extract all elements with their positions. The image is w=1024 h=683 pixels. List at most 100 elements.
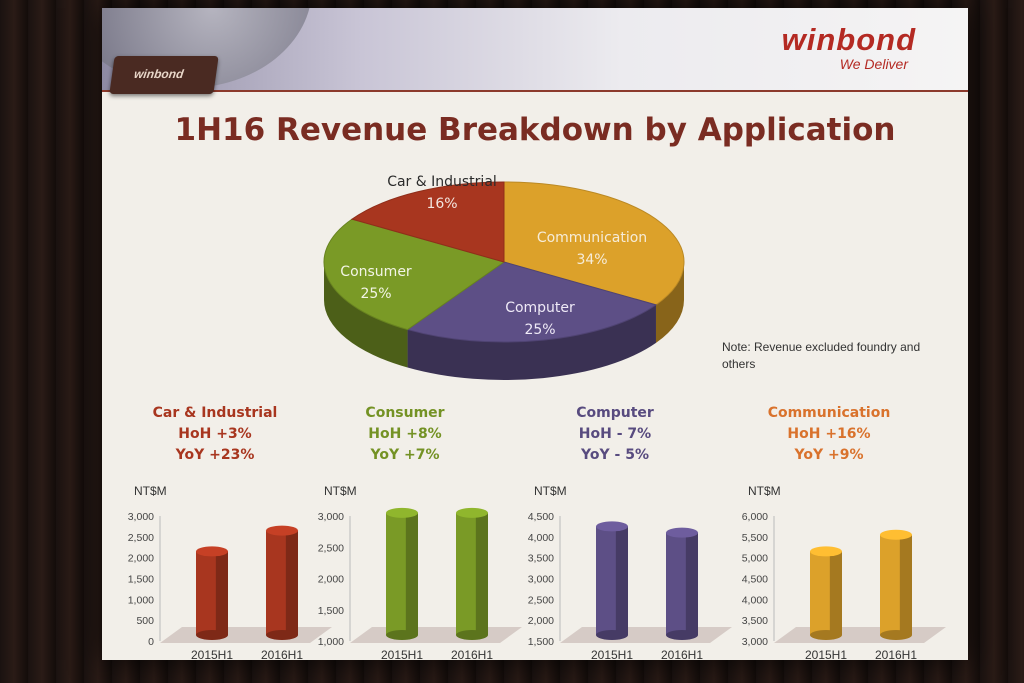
bar-base [596, 630, 628, 640]
y-tick-label: 2,500 [528, 594, 554, 606]
bar-base [810, 630, 842, 640]
bar-cap [266, 525, 298, 536]
y-tick-label: 3,000 [128, 511, 154, 523]
chart-floor [774, 627, 946, 643]
pie-slice-communication [503, 181, 685, 306]
bar-base [666, 630, 698, 640]
y-tick-label: 0 [148, 636, 154, 648]
chip-graphic: winbond [109, 56, 219, 94]
y-tick-label: 2,500 [318, 542, 344, 554]
y-tick-label: 5,000 [742, 553, 768, 565]
y-tick-label: 1,500 [528, 636, 554, 648]
bar-2016H1 [456, 507, 488, 640]
panel-yoy: YoY +7% [370, 447, 440, 463]
bar-cap [456, 507, 488, 518]
panel-title: Consumer [365, 405, 445, 421]
y-tick-label: 3,000 [528, 574, 554, 586]
car-industrial-panel: Car & Industrial HoH +3% YoY +23% NT$M 3,… [120, 403, 332, 660]
pie-percent: 25% [524, 322, 555, 338]
brand-logo: winbond [781, 22, 916, 57]
slide-title: 1H16 Revenue Breakdown by Application [174, 112, 896, 148]
panel-hoh: HoH +16% [787, 426, 871, 442]
y-tick-label: 2,000 [528, 615, 554, 627]
panel-hoh: HoH +8% [368, 426, 442, 442]
revenue-pie-chart: Communication 34% Computer 25% Consumer 25% Ca… [323, 174, 685, 380]
pie-percent: 16% [426, 196, 457, 212]
pie-label: Computer [505, 300, 575, 316]
bar-base [266, 630, 298, 640]
bar-shade [615, 526, 628, 635]
y-axis-unit: NT$M [134, 484, 167, 498]
bar-cap [810, 546, 842, 557]
panel-yoy: YoY - 5% [581, 447, 649, 463]
y-tick-label: 500 [136, 615, 154, 627]
y-tick-label: 2,500 [128, 532, 154, 544]
y-tick-label: 5,500 [742, 532, 768, 544]
pie-percent: 34% [576, 252, 607, 268]
y-tick-label: 2,000 [128, 553, 154, 565]
consumer-panel: Consumer HoH +8% YoY +7% NT$M 3,000 2,500 2… [310, 403, 522, 660]
pie-label: Car & Industrial [387, 174, 497, 190]
bar-2015H1 [386, 507, 418, 640]
bar-cap [880, 529, 912, 540]
bar-2016H1 [666, 527, 698, 640]
y-axis-unit: NT$M [534, 484, 567, 498]
bar-base [196, 630, 228, 640]
y-tick-label: 1,000 [128, 594, 154, 606]
car-industrial-bar-chart: NT$M 3,000 2,500 2,000 1,500 1,000 500 0 2015H1 2… [128, 484, 332, 660]
y-tick-label: 3,000 [318, 511, 344, 523]
panel-title: Communication [767, 405, 891, 421]
x-tick-label: 2016H1 [875, 648, 917, 660]
bar-cap [386, 507, 418, 518]
y-tick-label: 4,500 [742, 574, 768, 586]
chart-floor [560, 627, 732, 643]
x-tick-label: 2015H1 [381, 648, 423, 660]
y-tick-label: 1,000 [318, 636, 344, 648]
bar-2016H1 [880, 529, 912, 640]
pie-side [407, 304, 656, 380]
projected-slide: winbond winbond We Deliver 1H16 Revenue … [102, 8, 968, 660]
y-tick-label: 3,500 [528, 553, 554, 565]
x-tick-label: 2015H1 [591, 648, 633, 660]
bar-shade [215, 551, 228, 635]
chart-floor [160, 627, 332, 643]
panel-hoh: HoH - 7% [578, 426, 652, 442]
bar-cap [596, 521, 628, 532]
bar-shade [899, 534, 912, 635]
bar-cap [666, 527, 698, 538]
y-axis-unit: NT$M [324, 484, 357, 498]
bar-base [386, 630, 418, 640]
x-tick-label: 2016H1 [451, 648, 493, 660]
panel-title: Car & Industrial [152, 405, 278, 421]
pie-label: Consumer [340, 264, 412, 280]
pie-slice-car-industrial [350, 181, 505, 263]
y-tick-label: 6,000 [742, 511, 768, 523]
pie-slice-computer [406, 261, 658, 343]
x-tick-label: 2015H1 [191, 648, 233, 660]
computer-bar-chart: NT$M 4,500 4,000 3,500 3,000 2,500 2,000 1,500 2… [528, 484, 732, 660]
x-tick-label: 2015H1 [805, 648, 847, 660]
bar-cap [196, 546, 228, 557]
pie-percent: 25% [360, 286, 391, 302]
communication-bar-chart: NT$M 6,000 5,500 5,000 4,500 4,000 3,500 3,000 2… [742, 484, 946, 660]
y-axis-unit: NT$M [748, 484, 781, 498]
bar-shade [405, 512, 418, 635]
bar-2015H1 [196, 546, 228, 640]
chip-label: winbond [133, 67, 185, 81]
chart-floor [350, 627, 522, 643]
brand-tagline: We Deliver [839, 56, 908, 72]
pie-label: Communication [537, 230, 647, 246]
bar-2015H1 [596, 521, 628, 640]
panel-hoh: HoH +3% [178, 426, 252, 442]
y-tick-label: 4,000 [528, 532, 554, 544]
x-tick-label: 2016H1 [261, 648, 303, 660]
x-tick-label: 2016H1 [661, 648, 703, 660]
slide-banner: winbond winbond We Deliver [102, 8, 968, 94]
bar-base [880, 630, 912, 640]
y-tick-label: 1,500 [318, 605, 344, 617]
bar-base [456, 630, 488, 640]
consumer-bar-chart: NT$M 3,000 2,500 2,000 1,500 1,000 2015H1 2016H… [318, 484, 522, 660]
y-tick-label: 2,000 [318, 574, 344, 586]
bar-shade [829, 551, 842, 635]
revenue-note: Note: Revenue excluded foundry and other… [722, 340, 921, 371]
